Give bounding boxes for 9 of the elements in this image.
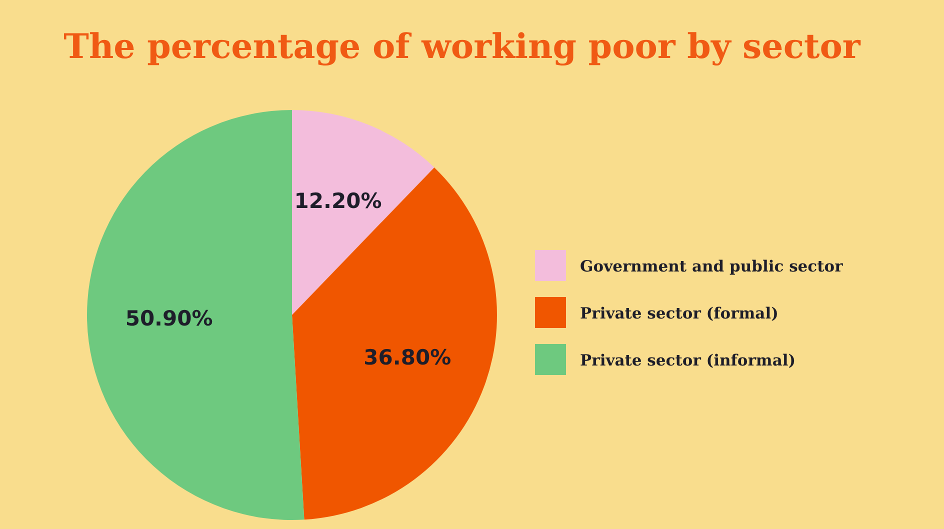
pie-slice: [292, 110, 434, 315]
data-label: 12.20%: [294, 188, 382, 213]
legend-label: Government and public sector: [580, 256, 844, 276]
data-label: 50.90%: [125, 306, 213, 331]
legend-label: Private sector (formal): [580, 304, 778, 322]
legend-label: Private sector (informal): [580, 350, 796, 370]
chart-title: The percentage of working poor by sector: [64, 27, 862, 67]
data-label: 36.80%: [364, 346, 452, 370]
pie-slice: [292, 167, 497, 520]
